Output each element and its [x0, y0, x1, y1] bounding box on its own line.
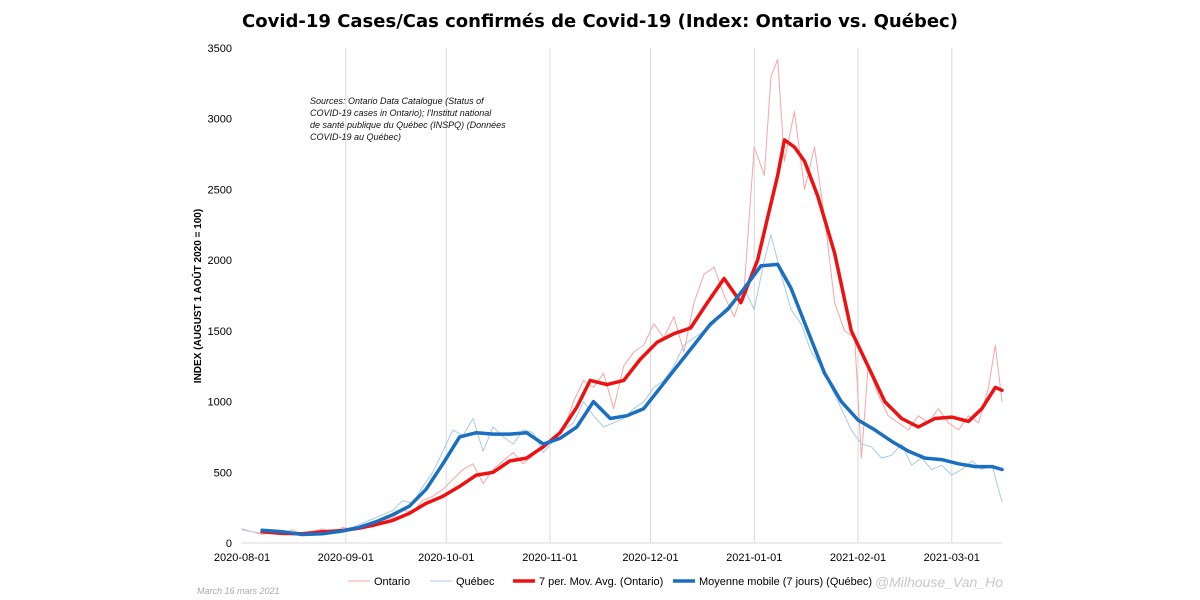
y-axis-label: INDEX (AUGUST 1 AOÛT 2020 = 100) [191, 209, 204, 383]
credit-handle: @Milhouse_Van_Ho [875, 574, 1003, 590]
x-tick-label: 2020-08-01 [214, 552, 270, 564]
date-note: March 16 mars 2021 [197, 586, 280, 596]
series-lines [241, 58, 1004, 537]
series-line-ontario-daily [241, 58, 1003, 536]
legend-label: Québec [456, 576, 495, 588]
series-line-ontario-avg [260, 138, 1004, 536]
legend: Ontario Québec 7 per. Mov. Avg. (Ontario) M… [348, 576, 872, 588]
y-tick-label: 1500 [208, 326, 232, 338]
y-tick-label: 0 [226, 538, 232, 550]
y-tick-label: 3500 [208, 43, 232, 55]
y-tick-label: 2500 [208, 184, 232, 196]
y-tick-label: 1000 [208, 397, 232, 409]
legend-label: 7 per. Mov. Avg. (Ontario) [539, 576, 663, 588]
vertical-grid [242, 48, 1002, 544]
chart-title: Covid-19 Cases/Cas confirmés de Covid-19… [242, 11, 958, 32]
y-tick-label: 500 [214, 467, 232, 479]
x-axis-ticks: 2020-08-01 2020-09-01 2020-10-01 2020-11-01… [214, 552, 980, 564]
x-tick-label: 2021-02-01 [830, 552, 886, 564]
source-note: Sources: Ontario Data Catalogue (Status … [310, 96, 506, 142]
y-tick-label: 2000 [208, 255, 232, 267]
legend-label: Ontario [374, 576, 410, 588]
x-tick-label: 2020-11-01 [522, 552, 577, 564]
x-tick-label: 2020-12-01 [622, 552, 678, 564]
series-line-quebec-avg [260, 262, 1004, 537]
y-axis-ticks: 0 500 1000 1500 2000 2500 3000 3500 [208, 43, 232, 550]
x-tick-label: 2020-09-01 [318, 552, 374, 564]
x-tick-label: 2020-10-01 [418, 552, 474, 564]
y-tick-label: 3000 [208, 114, 232, 126]
series-line-quebec-daily [241, 234, 1003, 536]
legend-label: Moyenne mobile (7 jours) (Québec) [699, 576, 872, 588]
x-tick-label: 2021-03-01 [924, 552, 980, 564]
x-tick-label: 2021-01-01 [726, 552, 782, 564]
